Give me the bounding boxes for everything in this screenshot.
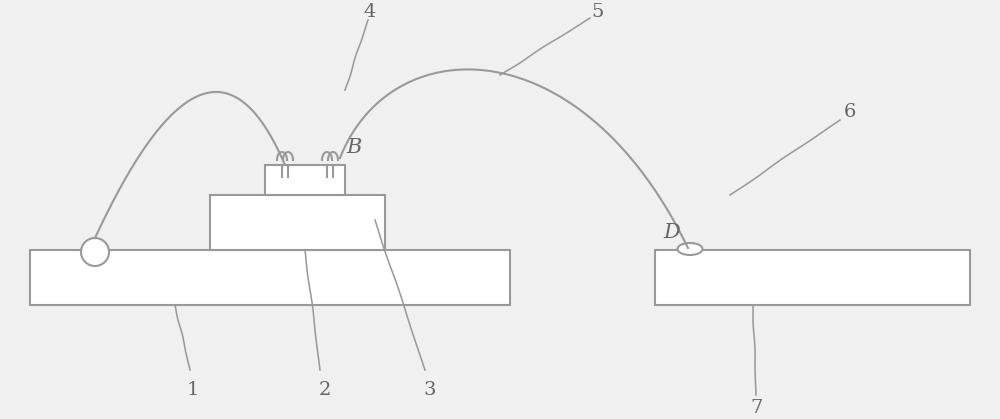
Text: 3: 3 [424, 381, 436, 399]
Text: 4: 4 [364, 3, 376, 21]
Bar [265, 165, 345, 195]
Text: 5: 5 [592, 3, 604, 21]
Circle shape [81, 238, 109, 266]
Text: 7: 7 [751, 399, 763, 417]
Bar [30, 250, 510, 305]
Ellipse shape [678, 243, 702, 255]
Text: 1: 1 [187, 381, 199, 399]
Text: 6: 6 [844, 103, 856, 121]
Text: D: D [664, 222, 680, 241]
Bar [210, 195, 385, 250]
Bar [655, 250, 970, 305]
Text: B: B [346, 137, 362, 157]
Text: 2: 2 [319, 381, 331, 399]
